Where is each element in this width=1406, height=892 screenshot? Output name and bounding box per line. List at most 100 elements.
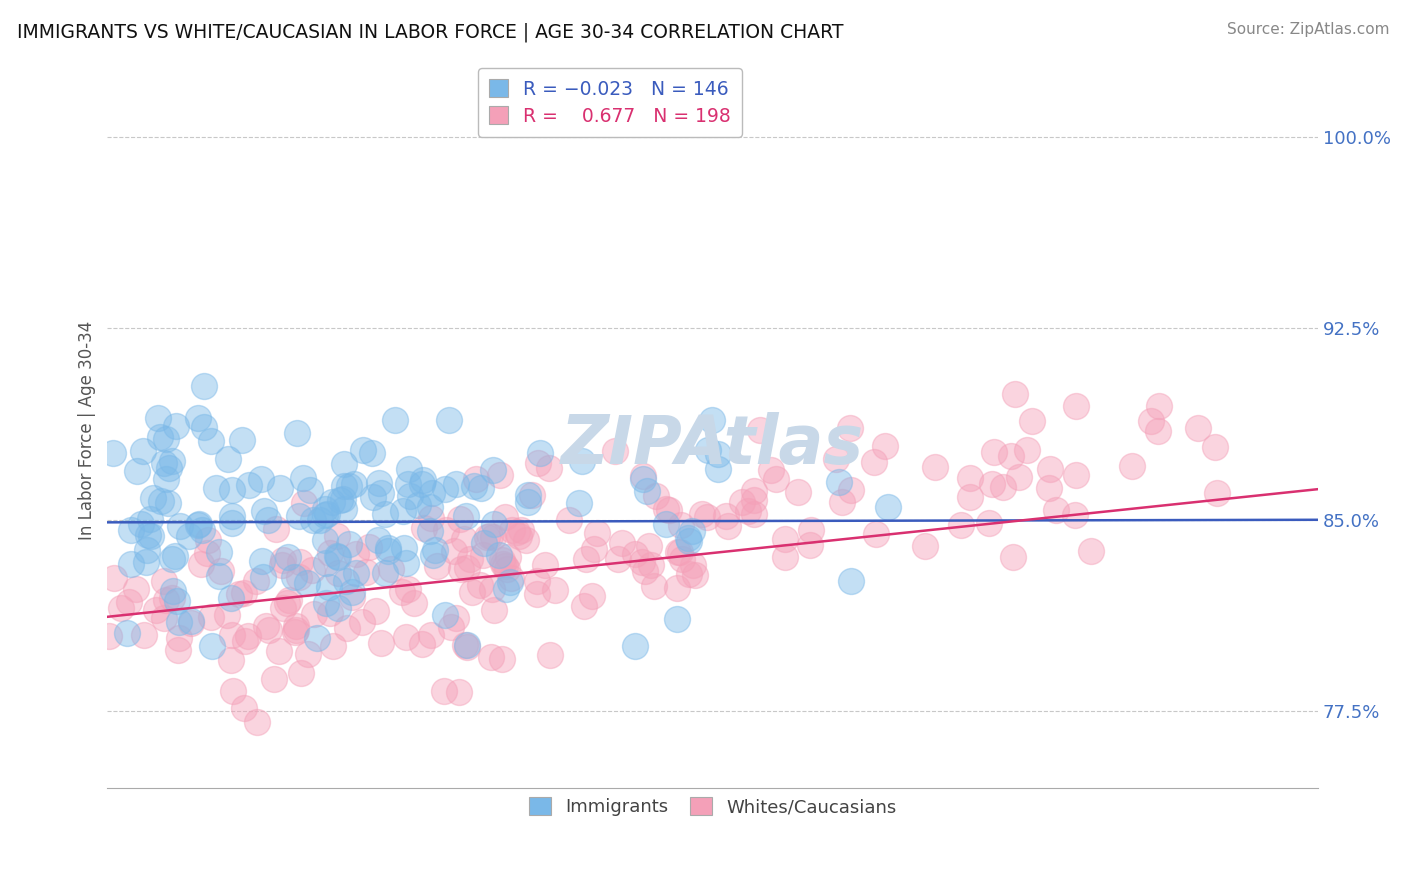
Point: [1002, 549, 1025, 564]
Point: [581, 589, 603, 603]
Point: [329, 493, 352, 508]
Point: [697, 442, 720, 457]
Point: [526, 574, 548, 588]
Point: [1066, 399, 1088, 413]
Point: [326, 549, 349, 563]
Point: [411, 637, 433, 651]
Point: [98, 630, 121, 644]
Point: [153, 456, 176, 470]
Point: [395, 557, 418, 571]
Point: [357, 540, 380, 554]
Point: [277, 549, 299, 564]
Point: [145, 603, 167, 617]
Point: [344, 566, 367, 580]
Point: [396, 476, 419, 491]
Point: [707, 461, 730, 475]
Point: [1015, 442, 1038, 457]
Text: Source: ZipAtlas.com: Source: ZipAtlas.com: [1226, 22, 1389, 37]
Point: [425, 543, 447, 558]
Point: [959, 471, 981, 485]
Legend: Immigrants, Whites/Caucasians: Immigrants, Whites/Caucasians: [520, 789, 905, 825]
Point: [101, 446, 124, 460]
Point: [517, 488, 540, 502]
Point: [217, 452, 239, 467]
Point: [232, 585, 254, 599]
Point: [301, 513, 323, 527]
Point: [759, 462, 782, 476]
Point: [631, 472, 654, 486]
Point: [482, 517, 505, 532]
Point: [200, 610, 222, 624]
Point: [221, 591, 243, 605]
Point: [337, 479, 360, 493]
Point: [309, 513, 332, 527]
Point: [825, 452, 848, 467]
Point: [221, 627, 243, 641]
Point: [737, 504, 759, 518]
Point: [398, 462, 420, 476]
Point: [839, 483, 862, 497]
Point: [271, 600, 294, 615]
Point: [655, 502, 678, 516]
Point: [245, 574, 267, 588]
Point: [568, 496, 591, 510]
Point: [399, 489, 422, 503]
Point: [638, 539, 661, 553]
Point: [526, 587, 548, 601]
Point: [406, 498, 429, 512]
Point: [1038, 481, 1060, 495]
Point: [149, 430, 172, 444]
Point: [456, 561, 478, 575]
Point: [482, 603, 505, 617]
Point: [103, 571, 125, 585]
Point: [396, 582, 419, 596]
Point: [314, 502, 336, 516]
Point: [285, 425, 308, 440]
Point: [515, 533, 537, 548]
Point: [177, 528, 200, 542]
Point: [488, 548, 510, 562]
Text: ZIPAtlas: ZIPAtlas: [561, 412, 865, 478]
Point: [1121, 459, 1143, 474]
Point: [315, 507, 337, 521]
Point: [433, 482, 456, 496]
Point: [773, 549, 796, 564]
Point: [238, 477, 260, 491]
Point: [1045, 502, 1067, 516]
Point: [380, 562, 402, 576]
Point: [318, 580, 340, 594]
Point: [156, 496, 179, 510]
Point: [749, 423, 772, 437]
Point: [314, 508, 336, 523]
Point: [391, 584, 413, 599]
Point: [167, 632, 190, 646]
Point: [368, 476, 391, 491]
Point: [209, 564, 232, 578]
Point: [1140, 414, 1163, 428]
Point: [1021, 414, 1043, 428]
Point: [645, 489, 668, 503]
Point: [187, 517, 209, 532]
Point: [434, 523, 457, 537]
Point: [413, 521, 436, 535]
Point: [655, 517, 678, 532]
Point: [950, 518, 973, 533]
Point: [544, 582, 567, 597]
Point: [290, 665, 312, 680]
Point: [624, 639, 647, 653]
Point: [315, 556, 337, 570]
Point: [773, 532, 796, 546]
Point: [135, 555, 157, 569]
Point: [235, 634, 257, 648]
Point: [454, 508, 477, 523]
Point: [284, 624, 307, 639]
Point: [297, 647, 319, 661]
Point: [201, 639, 224, 653]
Point: [496, 550, 519, 565]
Point: [160, 552, 183, 566]
Point: [983, 445, 1005, 459]
Point: [221, 508, 243, 523]
Point: [207, 568, 229, 582]
Point: [153, 611, 176, 625]
Point: [285, 619, 308, 633]
